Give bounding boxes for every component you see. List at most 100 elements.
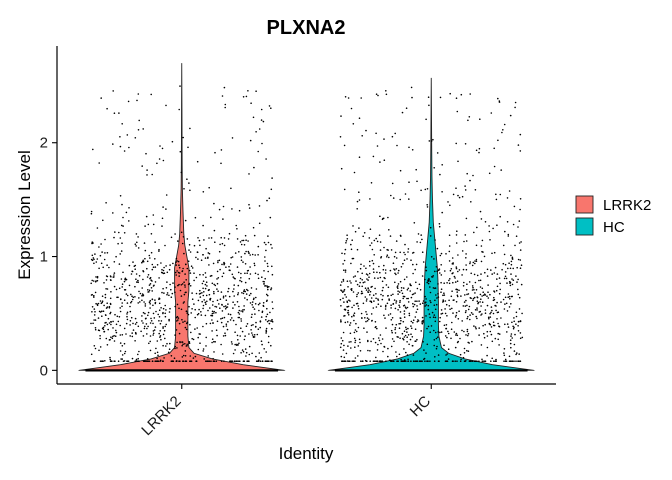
data-point xyxy=(359,281,361,284)
data-point xyxy=(390,329,393,332)
data-point xyxy=(154,266,157,268)
data-point xyxy=(345,296,348,298)
data-point xyxy=(340,167,343,170)
data-point xyxy=(362,302,365,305)
jitter-points-lrrk2 xyxy=(90,85,274,363)
data-point xyxy=(489,312,491,315)
data-point xyxy=(121,203,123,206)
data-point xyxy=(141,293,144,295)
data-point xyxy=(341,290,343,292)
data-point xyxy=(469,93,472,95)
data-point xyxy=(402,320,405,323)
data-point xyxy=(420,234,423,236)
data-point xyxy=(211,282,214,285)
data-point xyxy=(119,145,122,148)
data-point xyxy=(245,325,248,328)
data-point xyxy=(109,279,112,281)
data-point xyxy=(199,342,201,345)
data-point xyxy=(370,340,372,343)
data-point xyxy=(440,288,443,291)
data-point xyxy=(239,241,242,243)
data-point xyxy=(411,336,414,338)
data-point xyxy=(222,335,225,337)
data-point xyxy=(429,291,432,294)
data-point xyxy=(422,321,425,323)
data-point xyxy=(465,240,468,242)
data-point xyxy=(349,324,351,326)
data-point xyxy=(455,142,458,145)
data-point xyxy=(259,320,262,322)
data-point xyxy=(204,283,207,286)
data-point xyxy=(254,272,257,275)
data-point xyxy=(411,345,414,347)
data-point xyxy=(91,242,93,245)
data-point xyxy=(184,355,187,357)
data-point xyxy=(94,291,97,294)
data-point xyxy=(519,150,522,152)
data-point xyxy=(478,334,480,336)
data-point xyxy=(144,257,146,260)
data-point xyxy=(429,300,431,302)
data-point xyxy=(158,309,161,312)
data-point xyxy=(414,328,417,331)
data-point xyxy=(129,335,131,337)
data-point xyxy=(460,358,462,361)
data-point xyxy=(397,309,399,311)
data-point xyxy=(135,358,138,361)
data-point xyxy=(185,345,188,347)
data-point xyxy=(196,251,199,254)
data-point xyxy=(360,312,363,315)
data-point xyxy=(93,314,96,316)
data-point xyxy=(134,243,137,245)
data-point xyxy=(339,346,342,349)
data-point xyxy=(391,182,394,185)
data-point xyxy=(503,308,506,310)
data-point xyxy=(446,282,448,284)
data-point xyxy=(110,336,112,339)
data-point xyxy=(183,281,185,284)
data-point xyxy=(212,360,215,363)
data-point xyxy=(163,329,166,332)
data-point xyxy=(343,344,345,347)
data-point xyxy=(181,356,184,358)
data-point xyxy=(450,337,452,340)
data-point xyxy=(142,278,144,281)
data-point xyxy=(105,337,108,340)
data-point xyxy=(253,308,256,310)
data-point xyxy=(223,360,225,363)
data-point xyxy=(168,348,171,351)
data-point xyxy=(399,301,401,304)
data-point xyxy=(116,296,118,299)
data-point xyxy=(516,281,518,283)
data-point xyxy=(137,236,139,238)
data-point xyxy=(101,360,103,363)
data-point xyxy=(113,360,115,363)
data-point xyxy=(364,281,366,283)
data-point xyxy=(379,360,382,363)
data-point xyxy=(436,152,439,154)
data-point xyxy=(368,272,371,275)
data-point xyxy=(467,293,470,295)
data-point xyxy=(499,193,502,196)
data-point xyxy=(151,360,154,363)
data-point xyxy=(102,266,104,269)
data-point xyxy=(213,310,215,313)
data-point xyxy=(412,305,415,308)
data-point xyxy=(349,360,351,363)
data-point xyxy=(397,290,399,293)
data-point xyxy=(382,217,385,220)
data-point xyxy=(440,309,443,311)
data-point xyxy=(91,293,93,296)
data-point xyxy=(452,262,454,264)
data-point xyxy=(470,272,473,275)
data-point xyxy=(105,288,107,290)
data-point xyxy=(514,101,517,104)
data-point xyxy=(96,303,99,306)
data-point xyxy=(243,244,246,246)
data-point xyxy=(423,349,425,351)
data-point xyxy=(467,308,470,311)
data-point xyxy=(189,272,192,274)
data-point xyxy=(506,282,508,284)
data-point xyxy=(179,85,181,87)
data-point xyxy=(517,325,519,327)
